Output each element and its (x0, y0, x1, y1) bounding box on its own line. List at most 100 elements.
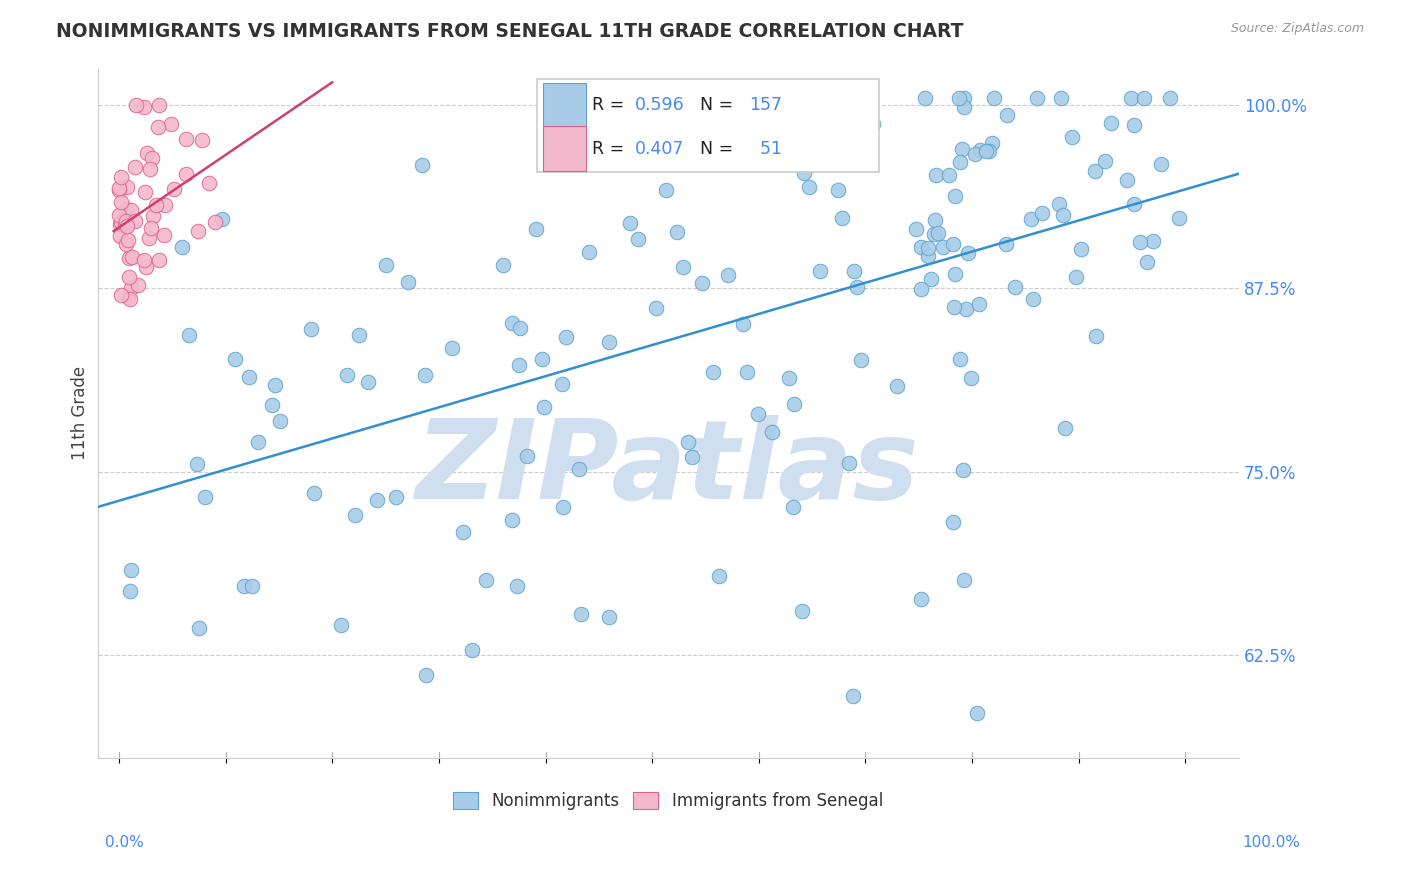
Point (138, 231, 160, 245)
Point (905, 221, 928, 235)
Point (1031, 205, 1053, 219)
Point (132, 252, 155, 267)
Text: 157: 157 (749, 96, 782, 114)
Point (110, 288, 132, 302)
Text: N =: N = (700, 96, 734, 114)
Point (141, 151, 163, 165)
Point (174, 167, 197, 181)
Point (413, 368, 436, 383)
Point (506, 579, 529, 593)
Point (793, 166, 815, 180)
Point (1052, 208, 1074, 222)
Point (238, 370, 260, 384)
Point (174, 132, 197, 146)
Point (551, 376, 574, 391)
Point (451, 524, 474, 539)
Point (125, 98, 148, 112)
Point (1047, 196, 1070, 211)
Point (949, 155, 972, 169)
Point (120, 563, 142, 577)
Point (108, 229, 131, 244)
Point (366, 492, 388, 507)
Point (396, 275, 419, 289)
Point (115, 214, 138, 228)
Text: NONIMMIGRANTS VS IMMIGRANTS FROM SENEGAL 11TH GRADE CORRELATION CHART: NONIMMIGRANTS VS IMMIGRANTS FROM SENEGAL… (56, 22, 963, 41)
Point (957, 245, 980, 260)
Point (1159, 91, 1181, 105)
Point (1064, 269, 1087, 284)
Point (198, 176, 221, 190)
Point (950, 142, 973, 156)
Point (955, 301, 977, 316)
Point (846, 113, 869, 128)
Point (953, 99, 976, 113)
Point (920, 272, 942, 286)
Point (960, 371, 983, 385)
Point (1085, 329, 1108, 343)
Point (943, 267, 966, 281)
Point (949, 352, 972, 367)
Text: R =: R = (592, 140, 624, 158)
Point (804, 91, 827, 105)
Point (1142, 234, 1164, 248)
Point (655, 183, 678, 197)
Point (1121, 91, 1143, 105)
Y-axis label: 11th Grade: 11th Grade (72, 366, 89, 460)
Text: 100.0%: 100.0% (1243, 836, 1301, 850)
Point (1167, 211, 1189, 225)
Point (120, 202, 142, 217)
Point (108, 183, 131, 197)
Point (737, 365, 759, 379)
Point (194, 490, 217, 504)
Point (738, 136, 761, 150)
Point (115, 202, 138, 216)
Point (124, 214, 146, 228)
Point (375, 258, 398, 272)
Point (501, 512, 523, 526)
Point (681, 450, 703, 464)
Point (862, 117, 884, 131)
Point (415, 668, 437, 682)
Point (115, 179, 138, 194)
Point (159, 117, 181, 131)
Point (120, 292, 142, 306)
Point (994, 237, 1017, 252)
Text: N =: N = (700, 140, 734, 158)
Point (761, 425, 783, 440)
Point (1070, 242, 1092, 256)
Point (191, 132, 214, 146)
Point (108, 217, 131, 231)
Point (808, 264, 831, 278)
Point (347, 328, 370, 343)
Point (790, 604, 813, 618)
Point (530, 351, 553, 366)
Point (1004, 279, 1026, 293)
Point (120, 281, 142, 295)
Point (187, 224, 209, 238)
Point (838, 456, 860, 470)
Point (943, 300, 966, 314)
Point (120, 584, 142, 599)
Point (1054, 421, 1077, 435)
Point (927, 227, 949, 241)
Point (827, 183, 849, 197)
Point (924, 213, 946, 227)
Point (492, 258, 515, 272)
Point (142, 209, 165, 223)
Point (952, 573, 974, 587)
Point (115, 219, 138, 233)
Point (441, 341, 464, 355)
Point (139, 220, 162, 235)
Point (598, 610, 620, 624)
Point (356, 375, 378, 389)
Point (1099, 116, 1122, 130)
Point (981, 136, 1004, 150)
Legend: Nonimmigrants, Immigrants from Senegal: Nonimmigrants, Immigrants from Senegal (449, 787, 887, 814)
Point (842, 264, 865, 278)
Point (1094, 153, 1116, 168)
Text: 0.0%: 0.0% (105, 836, 145, 850)
FancyBboxPatch shape (537, 78, 879, 172)
Text: R =: R = (592, 96, 624, 114)
Point (676, 434, 699, 449)
Point (942, 515, 965, 529)
